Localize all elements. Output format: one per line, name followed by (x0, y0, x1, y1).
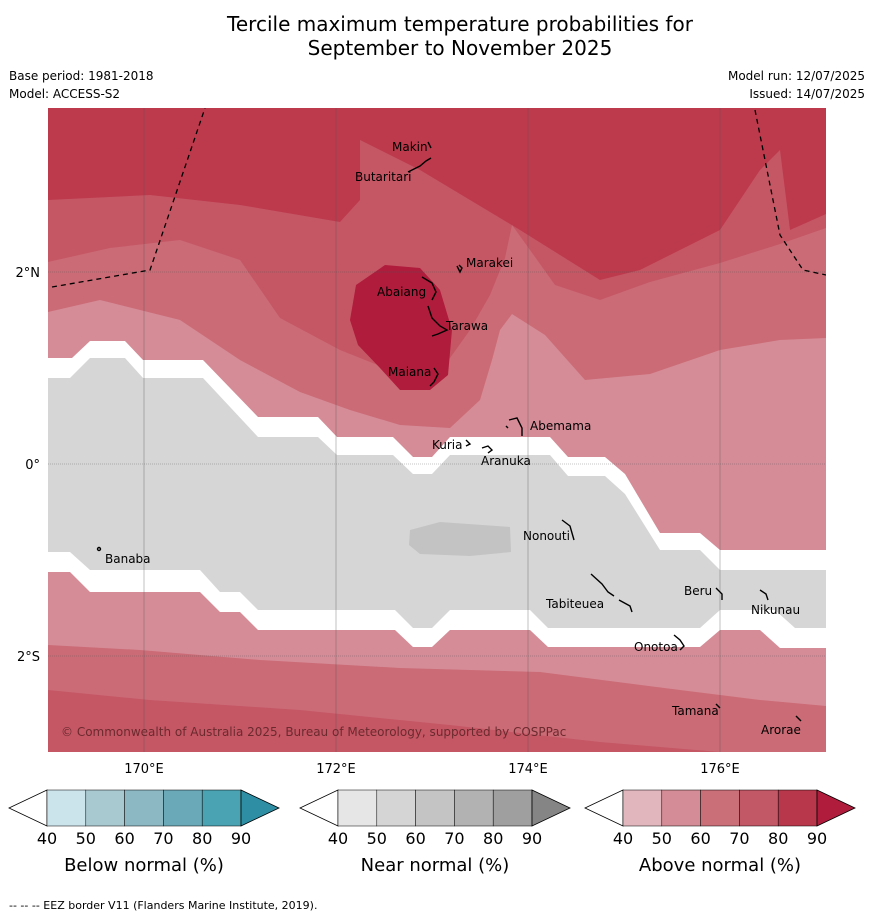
colorbar-tick-label: 40 (613, 829, 633, 848)
colorbar-tick-label: 50 (652, 829, 672, 848)
place-label: Tamana (671, 704, 719, 718)
above-90-core (350, 265, 452, 390)
place-labels: Makin Butaritari Marakei Abaiang Tarawa … (105, 140, 801, 737)
colorbar-segment (46, 789, 87, 827)
colorbar-extend-low (299, 789, 339, 827)
colorbar-tick-label: 90 (231, 829, 251, 848)
colorbar-segment (337, 789, 378, 827)
colorbar-tick-label: 80 (483, 829, 503, 848)
island-outlines (96, 141, 802, 722)
colorbar-tick-label: 40 (37, 829, 57, 848)
copyright-notice: © Commonwealth of Australia 2025, Bureau… (61, 725, 566, 739)
colorbar-tick-label: 70 (153, 829, 173, 848)
place-label: Makin (392, 140, 428, 154)
colorbar-tick-label: 80 (768, 829, 788, 848)
meta-left: Base period: 1981-2018 Model: ACCESS-S2 (9, 67, 154, 103)
colorbar-tick-label: 50 (76, 829, 96, 848)
place-label: Butaritari (355, 170, 412, 184)
above-70-south (48, 690, 720, 752)
near-normal-region (48, 358, 826, 628)
place-label: Arorae (761, 723, 801, 737)
colorbar-segment (163, 789, 203, 827)
axis-labels: 2°N 0° 2°S 170°E 172°E 174°E 176°E (16, 266, 740, 777)
place-label: Kuria (432, 438, 463, 452)
colorbar-segment (700, 789, 740, 827)
colorbar-segment (124, 789, 164, 827)
colorbar-extend-high (531, 789, 571, 827)
model-name: Model: ACCESS-S2 (9, 87, 121, 101)
colorbar-tick-label: 80 (192, 829, 212, 848)
probability-field: Makin Butaritari Marakei Abaiang Tarawa … (48, 108, 826, 752)
lon-tick-label: 174°E (508, 762, 548, 777)
colorbar-segment (777, 789, 818, 827)
colorbars: 40 50 60 70 80 90 Below normal (%) 40 50 60 70 80 90… (8, 789, 856, 876)
colorbar-title: Above normal (%) (639, 855, 801, 876)
place-label: Aranuka (481, 454, 531, 468)
chart-title: Tercile maximum temperature probabilitie… (0, 12, 873, 60)
colorbar-tick-label: 40 (328, 829, 348, 848)
colorbar-title: Near normal (%) (361, 855, 510, 876)
title-line-1: Tercile maximum temperature probabilitie… (227, 12, 693, 36)
colorbar-segment (492, 789, 533, 827)
forecast-map: Makin Butaritari Marakei Abaiang Tarawa … (8, 108, 856, 876)
near-normal-50-patch (409, 522, 511, 556)
model-run: Model run: 12/07/2025 (727, 69, 865, 83)
colorbar-segment (661, 789, 701, 827)
base-period: Base period: 1981-2018 (9, 69, 154, 83)
place-label: Abemama (530, 419, 591, 433)
lat-tick-label: 0° (25, 458, 40, 473)
place-label: Nikunau (751, 603, 800, 617)
place-label: Maiana (388, 365, 431, 379)
place-label: Tarawa (445, 319, 488, 333)
colorbar-segment (622, 789, 663, 827)
colorbar-tick-label: 70 (444, 829, 464, 848)
colorbar-tick-label: 90 (807, 829, 827, 848)
colorbar: 40 50 60 70 80 90 Above normal (%) (584, 789, 856, 876)
place-label: Onotoa (634, 640, 678, 654)
colorbar-tick-label: 60 (690, 829, 710, 848)
place-label: Nonouti (523, 529, 570, 543)
colorbar-segment (415, 789, 455, 827)
lon-tick-label: 176°E (700, 762, 740, 777)
lon-tick-label: 170°E (124, 762, 164, 777)
lat-tick-label: 2°S (17, 650, 40, 665)
colorbar-extend-high (240, 789, 280, 827)
colorbar-title: Below normal (%) (64, 855, 224, 876)
title-line-2: September to November 2025 (307, 36, 613, 60)
colorbar-segment (376, 789, 416, 827)
colorbar-segment (739, 789, 779, 827)
place-label: Beru (684, 584, 712, 598)
place-label: Banaba (105, 552, 151, 566)
gridlines (48, 108, 826, 752)
colorbar-segment (201, 789, 242, 827)
issued-date: Issued: 14/07/2025 (749, 87, 865, 101)
colorbar-extend-low (584, 789, 624, 827)
colorbar: 40 50 60 70 80 90 Below normal (%) (8, 789, 280, 876)
eez-border (51, 108, 826, 288)
colorbar-tick-label: 60 (405, 829, 425, 848)
colorbar-extend-high (816, 789, 856, 827)
lon-tick-label: 172°E (316, 762, 356, 777)
colorbar-tick-label: 90 (522, 829, 542, 848)
place-label: Marakei (466, 256, 513, 270)
colorbar-tick-label: 60 (114, 829, 134, 848)
colorbar-segment (85, 789, 125, 827)
colorbar: 40 50 60 70 80 90 Near normal (%) (299, 789, 571, 876)
meta-right: Model run: 12/07/2025 Issued: 14/07/2025 (728, 67, 865, 103)
colorbar-segment (454, 789, 494, 827)
lat-tick-label: 2°N (16, 266, 41, 281)
colorbar-tick-label: 50 (367, 829, 387, 848)
place-label: Abaiang (377, 285, 426, 299)
eez-footnote: -- -- -- EEZ border V11 (Flanders Marine… (9, 899, 318, 912)
place-label: Tabiteuea (545, 597, 604, 611)
colorbar-tick-label: 70 (729, 829, 749, 848)
colorbar-extend-low (8, 789, 48, 827)
